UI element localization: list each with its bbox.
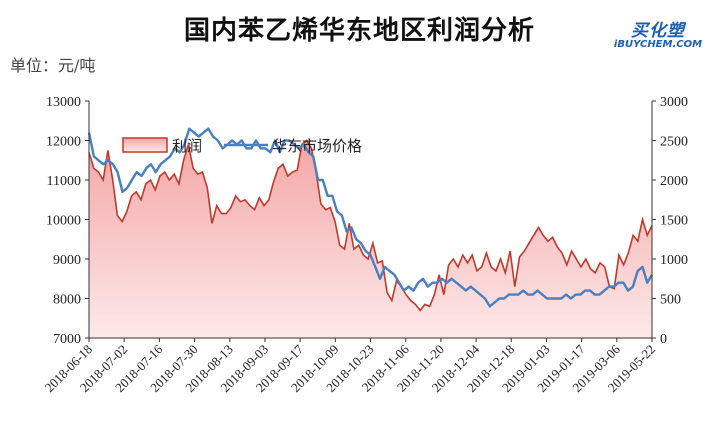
right-tick-label: 1000 [660, 253, 688, 268]
chart-title: 国内苯乙烯华东地区利润分析 [183, 16, 535, 46]
left-tick-label: 12000 [46, 135, 81, 150]
right-tick-label: 0 [660, 332, 667, 347]
right-tick-label: 3000 [660, 95, 688, 110]
left-tick-label: 11000 [47, 174, 81, 189]
legend-price-label: 华东市场价格 [272, 137, 362, 155]
legend-profit-swatch [122, 137, 168, 153]
right-tick-label: 1500 [660, 214, 688, 229]
right-tick-label: 2000 [660, 174, 688, 189]
brand-logo: 买化塑 iBUYCHEM.COM [604, 16, 712, 50]
logo-en-text: iBUYCHEM.COM [613, 39, 703, 50]
logo-cn-text: 买化塑 [631, 21, 685, 41]
profit-line [88, 139, 653, 312]
left-tick-label: 13000 [46, 95, 81, 110]
right-tick-label: 2500 [660, 135, 688, 150]
left-tick-label: 7000 [53, 332, 81, 347]
left-tick-label: 9000 [53, 253, 81, 268]
left-tick-label: 10000 [46, 214, 81, 229]
unit-label: 单位：元/吨 [10, 56, 96, 75]
right-tick-label: 500 [660, 293, 681, 308]
left-tick-label: 8000 [53, 293, 81, 308]
legend-profit-label: 利润 [172, 137, 202, 155]
profit-area [89, 140, 652, 338]
price-line [87, 127, 654, 308]
